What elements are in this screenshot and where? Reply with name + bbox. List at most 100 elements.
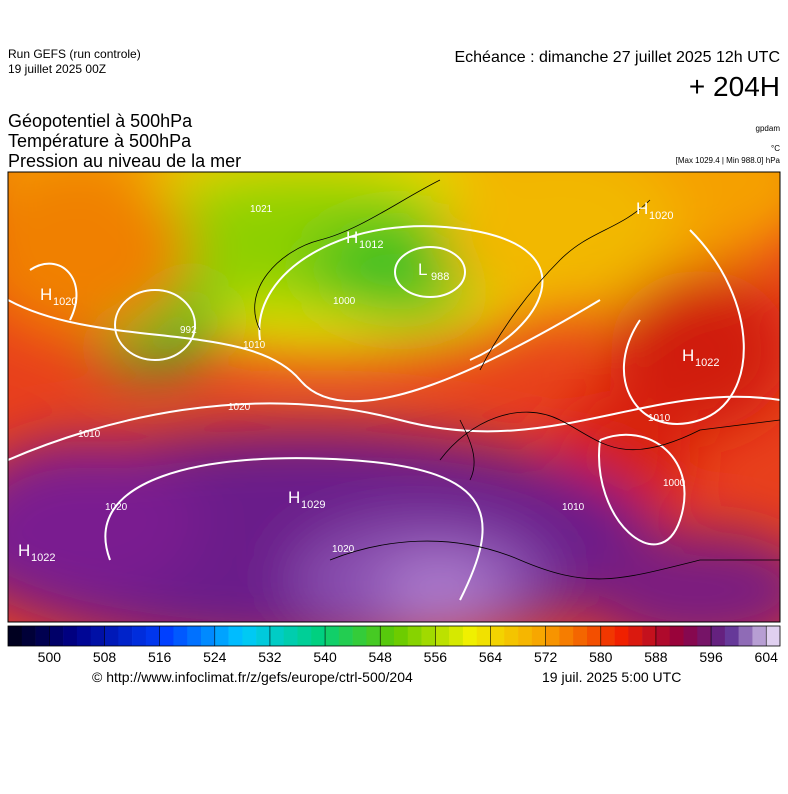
colorbar-tick-label: 596	[699, 649, 723, 665]
colorbar-swatch	[63, 626, 78, 646]
center-value: 1020	[649, 210, 673, 222]
colorbar-swatch	[531, 626, 546, 646]
center-value: 988	[431, 271, 449, 283]
colorbar-swatch	[159, 626, 174, 646]
colorbar-swatch	[614, 626, 629, 646]
isobar-label: 1021	[250, 204, 273, 215]
center-value: 1020	[53, 296, 77, 308]
colorbar-tick-label: 508	[93, 649, 117, 665]
colorbar-swatch	[642, 626, 657, 646]
colorbar-swatch	[118, 626, 133, 646]
colorbar-swatch	[738, 626, 753, 646]
colorbar-swatch	[504, 626, 519, 646]
colorbar-swatch	[352, 626, 367, 646]
colorbar-swatch	[228, 626, 243, 646]
colorbar-swatch	[394, 626, 409, 646]
unit-temperature: °C	[771, 144, 780, 153]
isobar-label: 1010	[78, 429, 101, 440]
colorbar-swatch	[380, 626, 395, 646]
colorbar-swatch	[21, 626, 36, 646]
unit-pressure: [Max 1029.4 | Min 988.0] hPa	[676, 156, 781, 165]
colorbar-swatch	[104, 626, 119, 646]
colorbar-tick-label: 524	[203, 649, 227, 665]
unit-geopotential: gpdam	[756, 124, 781, 133]
colorbar-tick-label: 564	[479, 649, 503, 665]
footer-time: 19 juil. 2025 5:00 UTC	[542, 669, 681, 685]
isobar-label: 1020	[105, 502, 128, 513]
colorbar-swatch	[256, 626, 271, 646]
center-value: 1022	[695, 357, 719, 369]
lead-time: + 204H	[689, 71, 780, 102]
colorbar-swatch	[325, 626, 340, 646]
isobar-label: 1010	[243, 340, 266, 351]
colorbar-swatch	[724, 626, 739, 646]
isobar-label: 1010	[562, 502, 585, 513]
center-type: H	[40, 285, 52, 304]
colorbar-swatch	[683, 626, 698, 646]
colorbar-swatch	[214, 626, 229, 646]
colorbar-swatch	[145, 626, 160, 646]
isobar-label: 1010	[648, 413, 671, 424]
coastlines	[254, 179, 780, 580]
center-type: H	[636, 199, 648, 218]
colorbar-swatch	[518, 626, 533, 646]
colorbar-tick-label: 548	[369, 649, 393, 665]
colorbar-swatch	[407, 626, 422, 646]
isobar-label: 1000	[663, 478, 686, 489]
echeance: Echéance : dimanche 27 juillet 2025 12h …	[454, 49, 780, 66]
colorbar-swatch	[449, 626, 464, 646]
colorbar-tick-label: 572	[534, 649, 558, 665]
colorbar-tick-label: 540	[313, 649, 337, 665]
colorbar-tick-label: 516	[148, 649, 172, 665]
title-temperature: Température à 500hPa	[8, 131, 192, 151]
center-type: H	[346, 228, 358, 247]
center-type: H	[288, 488, 300, 507]
colorbar-swatch	[766, 626, 781, 646]
colorbar-swatch	[283, 626, 298, 646]
colorbar-swatch	[655, 626, 671, 646]
colorbar-swatch	[90, 626, 105, 646]
colorbar-swatch	[600, 626, 615, 646]
colorbar-swatch	[242, 626, 257, 646]
colorbar-swatch	[201, 626, 216, 646]
center-value: 1022	[31, 552, 55, 564]
colorbar: 500 508 516 524 532 540 548 556 564 572 580 588 596 6…	[7, 625, 781, 665]
colorbar-swatch	[435, 626, 450, 646]
map-field	[8, 172, 780, 622]
colorbar-swatch	[76, 626, 92, 646]
colorbar-swatch	[476, 626, 491, 646]
colorbar-swatch	[132, 626, 147, 646]
colorbar-swatch	[49, 626, 64, 646]
colorbar-tick-label: 556	[424, 649, 448, 665]
colorbar-swatch	[8, 626, 23, 646]
colorbar-tick-label: 500	[38, 649, 62, 665]
colorbar-swatch	[338, 626, 353, 646]
colorbar-tick-label: 580	[589, 649, 613, 665]
run-date: 19 juillet 2025 00Z	[8, 62, 106, 76]
colorbar-swatch	[311, 626, 326, 646]
center-value: 1012	[359, 239, 383, 251]
footer-url: © http://www.infoclimat.fr/z/gefs/europe…	[92, 669, 413, 685]
colorbar-swatch	[587, 626, 602, 646]
colorbar-tick-label: 532	[258, 649, 282, 665]
colorbar-frame	[7, 625, 781, 647]
title-pressure: Pression au niveau de la mer	[8, 151, 241, 171]
center-type: L	[418, 260, 427, 279]
colorbar-swatch	[173, 626, 188, 646]
isobar-label: 1020	[228, 402, 251, 413]
colorbar-swatch	[559, 626, 574, 646]
colorbar-swatch	[628, 626, 643, 646]
colorbar-swatch	[366, 626, 381, 646]
center-value: 1029	[301, 499, 325, 511]
isobars	[8, 225, 780, 601]
colorbar-swatch	[669, 626, 684, 646]
colorbar-swatch	[573, 626, 588, 646]
colorbar-tick-label: 588	[644, 649, 668, 665]
isobar-label: 1020	[332, 544, 355, 555]
colorbar-swatch	[187, 626, 202, 646]
run-label: Run GEFS (run controle)	[8, 47, 141, 61]
colorbar-swatch	[697, 626, 712, 646]
map-frame	[7, 171, 781, 623]
